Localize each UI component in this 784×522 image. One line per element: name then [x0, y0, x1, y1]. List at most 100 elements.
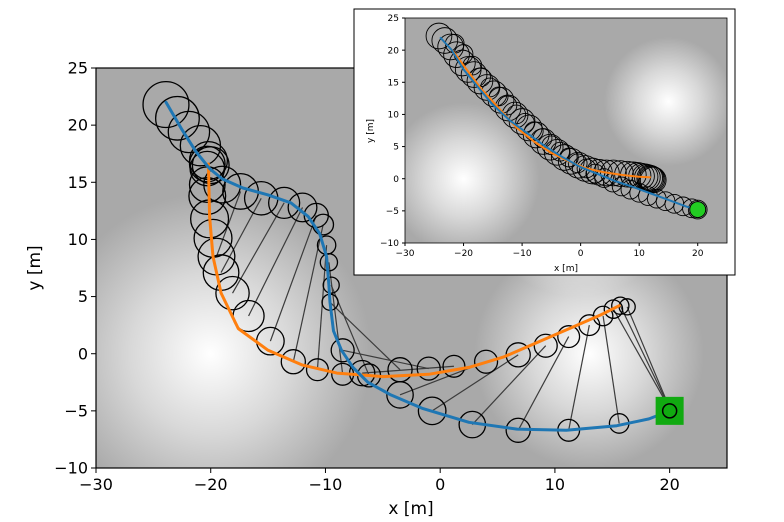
inset-y-tick-label: 5: [393, 143, 399, 153]
main-footprint-circle: [386, 381, 414, 409]
inset-panel: −30 −20 −10 0 10 20 −10 −5 0 5 10 15 20 25 x [m] y […: [353, 8, 736, 276]
main-y-axis-label: y [m]: [25, 245, 45, 290]
main-link-line: [215, 191, 242, 257]
main-footprint-circle: [189, 150, 226, 187]
inset-footprint-circle: [594, 168, 614, 188]
goal-square: [655, 396, 684, 425]
main-x-tick-label: −30: [79, 475, 113, 494]
main-footprint-circle: [268, 186, 301, 219]
inset-footprint-circle: [543, 139, 571, 166]
inset-footprint-circle: [449, 49, 476, 77]
main-link-line: [431, 354, 519, 412]
main-link-line: [342, 349, 429, 370]
main-background-blob: [96, 193, 372, 468]
inset-x-tick-label: −20: [454, 249, 473, 259]
inset-y-tick-label: 15: [388, 78, 399, 88]
inset-footprint-circle: [550, 144, 578, 171]
main-footprint-circle: [416, 356, 441, 381]
main-footprint-circle: [473, 349, 499, 374]
inset-y-tick-label: 20: [388, 46, 400, 56]
main-y-tick-label: 0: [78, 344, 88, 363]
inset-background-blob: [405, 102, 540, 243]
inset-footprint-circle: [579, 157, 606, 185]
inset-footprint-circle: [585, 163, 606, 184]
inset-y-tick-label: −5: [386, 207, 399, 217]
main-x-tick-label: −10: [309, 475, 343, 494]
inset-y-axis-label: y [m]: [366, 119, 376, 143]
inset-x-ticks: −30 −20 −10 0 10 20: [396, 243, 704, 259]
main-link-line: [612, 308, 672, 412]
main-y-tick-label: 25: [68, 59, 88, 78]
main-x-tick-label: 0: [435, 475, 445, 494]
main-link-line: [248, 207, 304, 317]
main-goal-marker: [655, 396, 684, 425]
inset-footprint-circle: [638, 166, 666, 193]
inset-y-tick-label: 25: [388, 14, 399, 24]
main-link-line: [362, 365, 454, 374]
goal-circle: [661, 403, 678, 419]
inset-x-tick-label: 10: [633, 249, 645, 259]
main-background-blob: [474, 239, 705, 468]
inset-footprint-circle: [600, 159, 627, 187]
inset-y-tick-label: 10: [388, 111, 400, 121]
inset-footprint-circle: [636, 164, 664, 192]
inset-footprint-circle: [687, 199, 708, 220]
main-footprint-circle: [155, 95, 200, 141]
main-y-tick-label: 5: [78, 287, 88, 306]
main-y-tick-label: 20: [68, 116, 88, 135]
main-link-line: [626, 306, 672, 412]
main-link-line: [232, 202, 285, 294]
inset-axes-frame: [404, 17, 728, 244]
inset-footprint-circle: [425, 22, 453, 50]
main-footprint-circle: [287, 192, 318, 223]
main-link-line: [568, 325, 590, 431]
main-footprint-circle: [611, 296, 630, 315]
inset-goal-marker: [689, 201, 707, 219]
main-link-line: [329, 301, 401, 371]
main-footprint-circle: [592, 305, 614, 327]
inset-x-tick-label: 20: [692, 249, 704, 259]
inset-x-tick-label: −10: [513, 249, 532, 259]
main-link-line: [602, 315, 620, 424]
main-footprint-circle: [417, 396, 447, 426]
main-footprint-circle: [188, 145, 226, 183]
inset-y-ticks: −10 −5 0 5 10 15 20 25: [380, 14, 405, 249]
inset-x-axis-label: x [m]: [554, 264, 578, 274]
main-y-tick-label: −10: [54, 459, 88, 478]
inset-background-field: [405, 37, 727, 243]
main-x-ticks: −30 −20 −10 0 10 20: [79, 468, 680, 494]
main-y-tick-label: 15: [68, 173, 88, 192]
inset-orange-path: [442, 39, 651, 179]
goal-disc: [689, 201, 707, 219]
main-footprint-circle: [215, 275, 250, 311]
main-link-line: [471, 345, 547, 425]
main-blue-path: [164, 100, 672, 432]
main-y-tick-label: −5: [64, 401, 88, 420]
inset-footprint-circle: [443, 41, 470, 68]
main-y-ticks: −10 −5 0 5 10 15 20 25: [54, 59, 96, 478]
main-link-line: [220, 198, 262, 273]
inset-footprint-circle: [431, 27, 459, 54]
inset-x-tick-label: 0: [578, 249, 584, 259]
inset-footprint-circle: [586, 158, 613, 186]
inset-y-tick-label: 0: [393, 175, 399, 185]
main-footprint-circle: [442, 354, 466, 378]
main-footprint-circle: [322, 276, 340, 294]
main-footprint-circle: [142, 80, 190, 129]
main-link-line: [269, 215, 317, 342]
main-x-axis-label: x [m]: [388, 499, 433, 519]
main-footprint-circle: [533, 333, 558, 358]
main-y-tick-label: 10: [68, 230, 88, 249]
main-x-tick-label: 20: [659, 475, 679, 494]
main-footprint-circle: [280, 349, 307, 375]
inset-footprint-circle: [536, 133, 564, 161]
main-x-tick-label: −20: [194, 475, 228, 494]
main-link-line: [316, 245, 328, 370]
inset-x-tick-label: −30: [396, 249, 415, 259]
inset-y-tick-label: −10: [380, 239, 399, 249]
main-link-line: [328, 262, 344, 375]
main-link-line: [517, 336, 570, 431]
main-footprint-circle: [167, 110, 211, 154]
main-footprint-circle: [557, 325, 581, 349]
